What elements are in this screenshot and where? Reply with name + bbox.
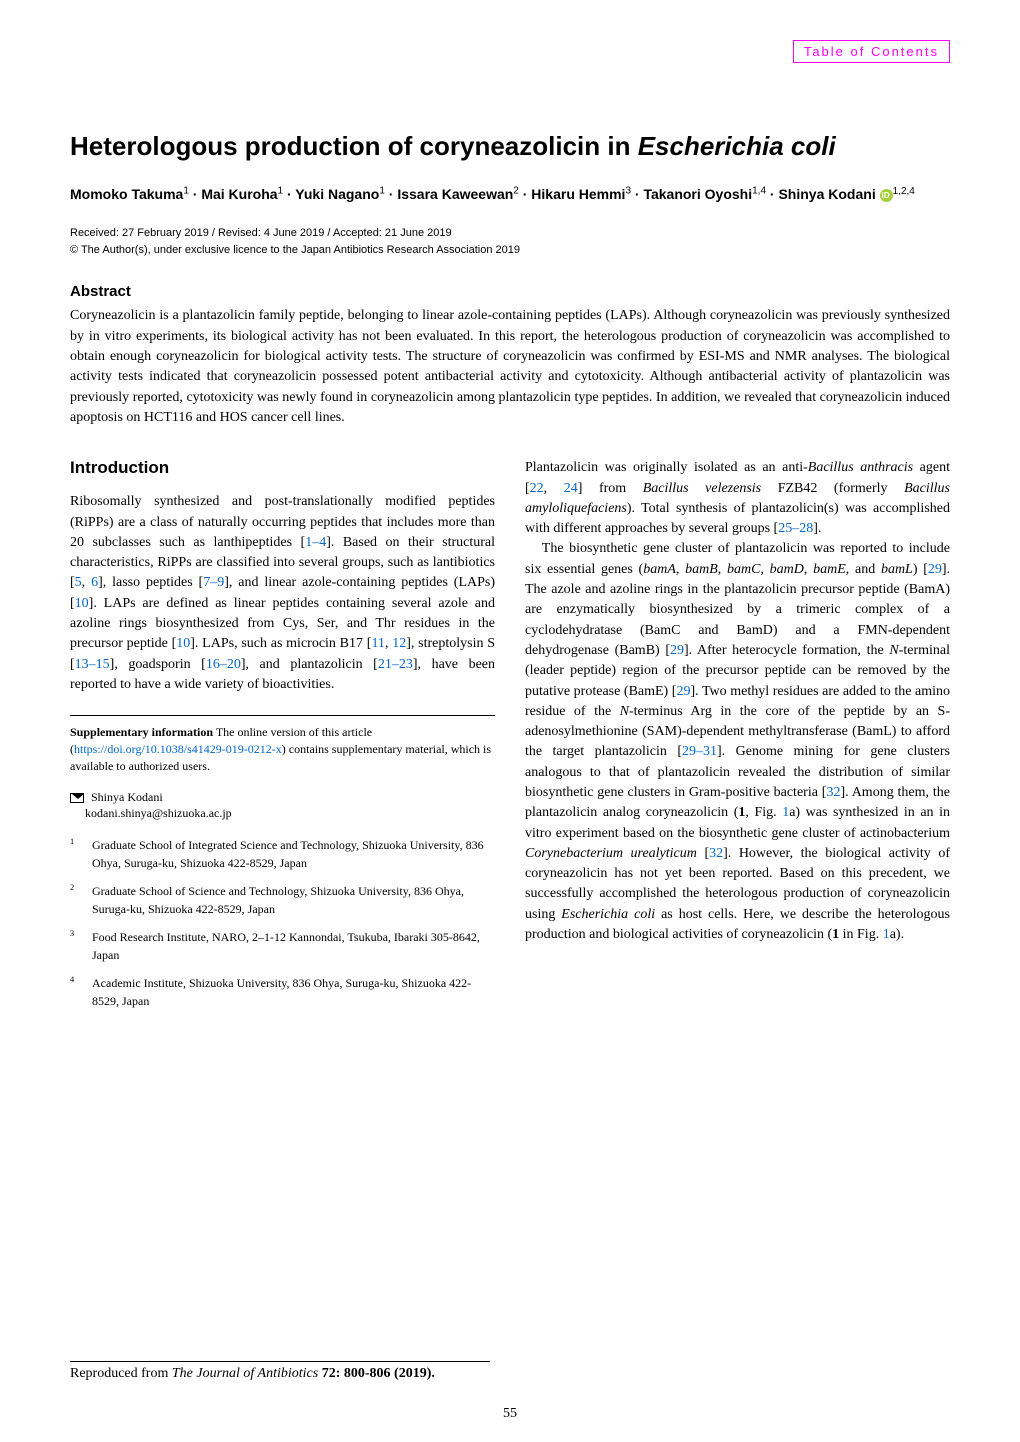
metadata-copyright: © The Author(s), under exclusive licence… (70, 242, 950, 259)
affiliation-number: 4 (70, 974, 92, 1010)
toc-link[interactable]: Table of Contents (793, 40, 950, 63)
title-plain: Heterologous production of coryneazolici… (70, 131, 638, 161)
author-list: Momoko Takuma1 · Mai Kuroha1 · Yuki Naga… (70, 184, 950, 206)
author-last-aff: 1,2,4 (893, 186, 915, 197)
col2-para2: The biosynthetic gene cluster of plantaz… (525, 539, 950, 945)
right-column: Plantazolicin was originally isolated as… (525, 458, 950, 1020)
affiliation-item: 2Graduate School of Science and Technolo… (70, 882, 495, 918)
affiliation-text: Graduate School of Science and Technolog… (92, 882, 495, 918)
affiliation-number: 3 (70, 928, 92, 964)
article-metadata: Received: 27 February 2019 / Revised: 4 … (70, 225, 950, 258)
correspondence-block: Shinya Kodani kodani.shinya@shizuoka.ac.… (70, 789, 495, 823)
page-number: 55 (503, 1406, 517, 1422)
affiliation-item: 1Graduate School of Integrated Science a… (70, 836, 495, 872)
corr-email: kodani.shinya@shizuoka.ac.jp (85, 806, 232, 820)
abstract-heading: Abstract (70, 283, 950, 300)
footer-post: 72: 800-806 (2019). (318, 1366, 435, 1381)
footer-pre: Reproduced from (70, 1366, 172, 1381)
footer-reproduction: Reproduced from The Journal of Antibioti… (70, 1361, 490, 1382)
metadata-dates: Received: 27 February 2019 / Revised: 4 … (70, 225, 950, 242)
title-italic: Escherichia coli (638, 131, 836, 161)
intro-body-left: Ribosomally synthesized and post-transla… (70, 492, 495, 695)
col1-para1: Ribosomally synthesized and post-transla… (70, 492, 495, 695)
affiliation-item: 3Food Research Institute, NARO, 2–1-12 K… (70, 928, 495, 964)
orcid-icon[interactable] (880, 189, 893, 202)
col2-para1: Plantazolicin was originally isolated as… (525, 458, 950, 539)
abstract-text: Coryneazolicin is a plantazolicin family… (70, 306, 950, 428)
supplementary-link[interactable]: https://doi.org/10.1038/s41429-019-0212-… (74, 742, 282, 756)
affiliation-item: 4Academic Institute, Shizuoka University… (70, 974, 495, 1010)
affiliation-number: 2 (70, 882, 92, 918)
supplementary-info: Supplementary information The online ver… (70, 715, 495, 774)
two-column-layout: Introduction Ribosomally synthesized and… (70, 458, 950, 1020)
authors-main: Momoko Takuma1 · Mai Kuroha1 · Yuki Naga… (70, 186, 876, 202)
corr-name: Shinya Kodani (91, 790, 163, 804)
affiliation-text: Graduate School of Integrated Science an… (92, 836, 495, 872)
intro-body-right: Plantazolicin was originally isolated as… (525, 458, 950, 945)
affiliation-text: Food Research Institute, NARO, 2–1-12 Ka… (92, 928, 495, 964)
footer-ital: The Journal of Antibiotics (172, 1366, 318, 1381)
affiliations-list: 1Graduate School of Integrated Science a… (70, 836, 495, 1010)
article-title: Heterologous production of coryneazolici… (70, 130, 950, 164)
left-column: Introduction Ribosomally synthesized and… (70, 458, 495, 1020)
affiliation-text: Academic Institute, Shizuoka University,… (92, 974, 495, 1010)
supplementary-label: Supplementary information (70, 725, 213, 739)
affiliation-number: 1 (70, 836, 92, 872)
introduction-heading: Introduction (70, 458, 495, 478)
mail-icon (70, 793, 84, 803)
